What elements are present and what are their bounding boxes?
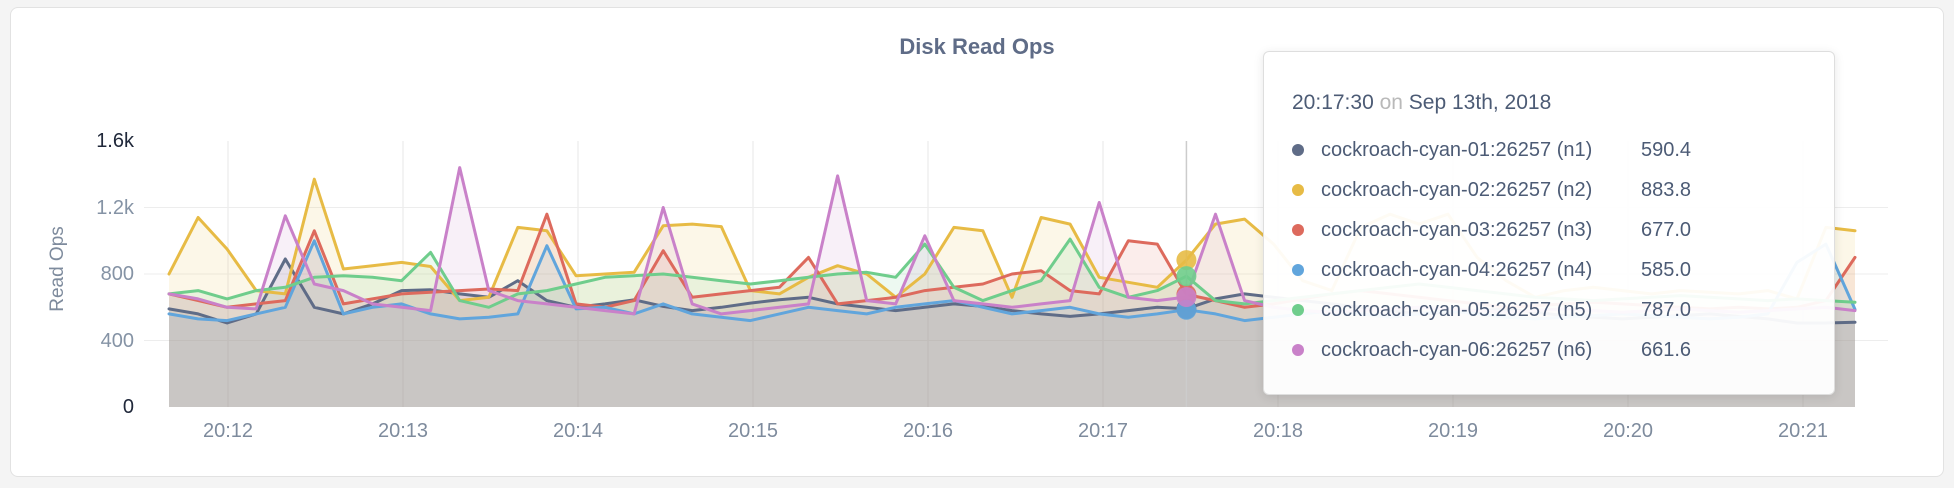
x-tick-label: 20:14 bbox=[552, 420, 604, 442]
x-tick-label: 20:18 bbox=[1252, 420, 1304, 442]
x-tick-label: 20:20 bbox=[1602, 420, 1654, 442]
series-name: cockroach-cyan-03:26257 (n3) bbox=[1321, 218, 1593, 241]
series-name: cockroach-cyan-04:26257 (n4) bbox=[1321, 258, 1593, 281]
series-value: 677.0 bbox=[1641, 218, 1692, 241]
x-tick-label: 20:17 bbox=[1077, 420, 1129, 442]
series-dot-icon bbox=[1292, 184, 1304, 196]
tooltip-row: cockroach-cyan-03:26257 (n3) 677.0 bbox=[1292, 210, 1806, 250]
y-tick-label: 800 bbox=[100, 263, 134, 285]
tooltip-time: 20:17:30 bbox=[1292, 91, 1374, 114]
series-dot-icon bbox=[1292, 224, 1304, 236]
x-tick-label: 20:12 bbox=[202, 420, 254, 442]
chart-title: Disk Read Ops bbox=[899, 34, 1055, 59]
x-tick-label: 20:15 bbox=[727, 420, 779, 442]
x-tick-label: 20:21 bbox=[1777, 420, 1829, 442]
series-name: cockroach-cyan-06:26257 (n6) bbox=[1321, 338, 1593, 361]
hover-point-5 bbox=[1176, 266, 1197, 287]
tooltip-row: cockroach-cyan-06:26257 (n6) 661.6 bbox=[1292, 330, 1806, 370]
series-name: cockroach-cyan-02:26257 (n2) bbox=[1321, 178, 1593, 201]
y-tick-label: 1.6k bbox=[96, 130, 134, 152]
tooltip-header: 20:17:30 on Sep 13th, 2018 bbox=[1292, 88, 1806, 118]
series-name: cockroach-cyan-01:26257 (n1) bbox=[1321, 138, 1593, 161]
tooltip-on-word: on bbox=[1379, 91, 1403, 114]
tooltip-date: Sep 13th, 2018 bbox=[1408, 91, 1552, 114]
tooltip-row: cockroach-cyan-02:26257 (n2) 883.8 bbox=[1292, 170, 1806, 210]
y-tick-label: 400 bbox=[100, 329, 134, 352]
tooltip-row: cockroach-cyan-01:26257 (n1) 590.4 bbox=[1292, 130, 1806, 170]
y-tick-label: 0 bbox=[122, 396, 134, 418]
series-value: 585.0 bbox=[1641, 258, 1692, 281]
series-dot-icon bbox=[1292, 344, 1304, 356]
hover-point-6 bbox=[1176, 287, 1197, 308]
x-tick-label: 20:13 bbox=[377, 420, 429, 442]
hover-point-2 bbox=[1176, 250, 1197, 271]
tooltip-row: cockroach-cyan-05:26257 (n5) 787.0 bbox=[1292, 290, 1806, 330]
y-tick-label: 1.2k bbox=[96, 196, 134, 219]
series-dot-icon bbox=[1292, 144, 1304, 156]
series-value: 883.8 bbox=[1641, 178, 1692, 201]
chart-tooltip: 20:17:30 on Sep 13th, 2018 cockroach-cya… bbox=[1263, 51, 1835, 395]
series-name: cockroach-cyan-05:26257 (n5) bbox=[1321, 298, 1593, 321]
series-value: 590.4 bbox=[1641, 138, 1692, 161]
tooltip-row: cockroach-cyan-04:26257 (n4) 585.0 bbox=[1292, 250, 1806, 290]
series-value: 661.6 bbox=[1641, 338, 1692, 361]
series-dot-icon bbox=[1292, 264, 1304, 276]
x-tick-label: 20:16 bbox=[902, 420, 954, 442]
series-value: 787.0 bbox=[1641, 298, 1692, 321]
x-tick-label: 20:19 bbox=[1427, 420, 1479, 442]
series-dot-icon bbox=[1292, 304, 1304, 316]
chart-card: Disk Read Ops Read Ops 0 400 800 1.2k 1.6k 2… bbox=[10, 7, 1944, 477]
